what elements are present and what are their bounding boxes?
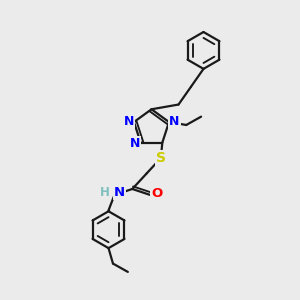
Text: N: N bbox=[169, 115, 179, 128]
Text: N: N bbox=[123, 115, 134, 128]
Text: H: H bbox=[100, 186, 110, 199]
Text: O: O bbox=[151, 187, 162, 200]
Text: N: N bbox=[114, 186, 125, 199]
Text: S: S bbox=[156, 151, 166, 165]
Text: N: N bbox=[130, 137, 140, 150]
